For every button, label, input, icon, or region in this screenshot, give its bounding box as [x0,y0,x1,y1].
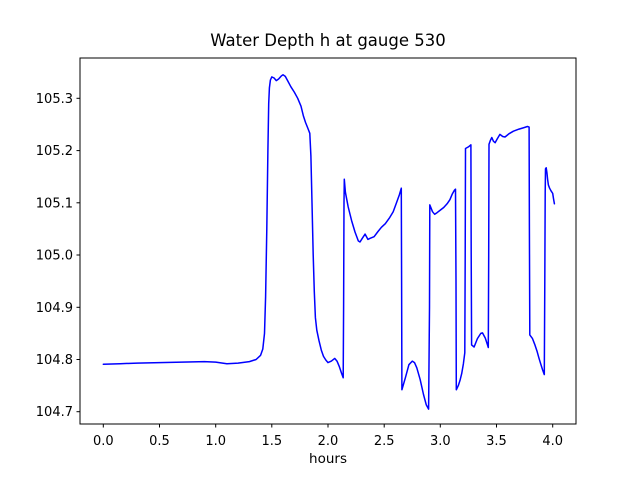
x-tick-label: 0.5 [149,434,170,449]
x-tick-label: 1.5 [261,434,282,449]
y-tick-label: 105.2 [36,144,73,159]
y-tick-label: 104.8 [36,353,73,368]
x-tick-label: 4.0 [542,434,563,449]
y-tick-label: 104.7 [36,405,73,420]
data-line-water-depth-h [102,74,556,410]
x-tick-label: 2.0 [318,434,339,449]
x-tick-label: 3.5 [486,434,507,449]
x-axis-label: hours [309,451,347,467]
x-tick-label: 1.0 [205,434,226,449]
chart-title: Water Depth h at gauge 530 [210,31,446,50]
x-tick-label: 2.5 [374,434,395,449]
x-tick-label: 3.0 [430,434,451,449]
plot-border [79,57,577,425]
y-tick-label: 104.9 [36,301,73,316]
y-tick-label: 105.3 [36,92,73,107]
y-tick-label: 105.1 [36,196,73,211]
x-tick-label: 0.0 [93,434,114,449]
y-tick-label: 105.0 [36,249,73,264]
